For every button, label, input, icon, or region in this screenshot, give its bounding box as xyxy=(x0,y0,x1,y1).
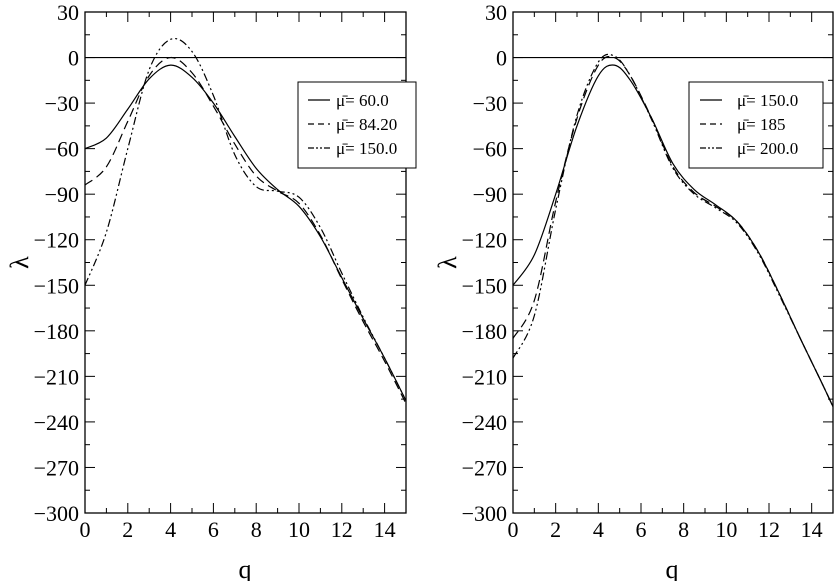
y-tick-label: −120 xyxy=(462,228,507,253)
y-tick-label: −150 xyxy=(462,273,507,298)
y-tick-label: −210 xyxy=(462,364,507,389)
y-axis-label: λ xyxy=(433,256,462,269)
y-tick-label: −30 xyxy=(473,91,507,116)
y-tick-label: −180 xyxy=(34,319,79,344)
x-axis-label: q xyxy=(239,555,252,581)
y-tick-label: −300 xyxy=(462,501,507,526)
x-tick-label: 10 xyxy=(715,517,737,542)
x-tick-label: 14 xyxy=(801,517,823,542)
legend-label: μ̄= 60.0 xyxy=(336,91,389,110)
x-tick-label: 10 xyxy=(288,517,310,542)
legend-label: μ̄= 150.0 xyxy=(336,139,397,158)
y-tick-label: 0 xyxy=(68,46,79,71)
x-tick-label: 0 xyxy=(508,517,519,542)
x-tick-label: 14 xyxy=(374,517,396,542)
series-line xyxy=(513,53,833,407)
chart-panel-2: 30 0 −30 −60 −90 −120 −150 −180 −210 −240 −270 −300… xyxy=(433,0,834,584)
x-tick-label: 8 xyxy=(251,517,262,542)
y-tick-label: −150 xyxy=(34,273,79,298)
legend-label: μ̄= 185 xyxy=(737,115,785,134)
legend-label: μ̄= 84.20 xyxy=(336,115,397,134)
y-tick-label: −240 xyxy=(462,410,507,435)
y-tick-label: −30 xyxy=(45,91,79,116)
x-tick-label: 4 xyxy=(593,517,604,542)
y-tick-label: −300 xyxy=(34,501,79,526)
series-line xyxy=(85,64,406,401)
x-tick-label: 12 xyxy=(331,517,353,542)
x-tick-label: 2 xyxy=(550,517,561,542)
y-tick-label: −270 xyxy=(462,455,507,480)
y-tick-label: 0 xyxy=(496,46,507,71)
series-line xyxy=(85,37,406,401)
x-tick-label: 4 xyxy=(165,517,176,542)
legend: μ̄= 60.0 μ̄= 84.20 μ̄= 150.0 xyxy=(297,81,417,169)
legend-box xyxy=(688,81,824,169)
x-tick-label: 6 xyxy=(208,517,219,542)
y-tick-label: 30 xyxy=(485,0,507,25)
legend: μ̄= 150.0 μ̄= 185 μ̄= 200.0 xyxy=(688,81,824,169)
x-tick-label: 6 xyxy=(636,517,647,542)
chart-panel-1: 30 0 −30 −60 −90 −120 −150 −180 −210 −240 −270 −300… xyxy=(5,0,417,584)
y-tick-label: −90 xyxy=(45,182,79,207)
x-axis-label: q xyxy=(666,555,679,581)
y-tick-label: −90 xyxy=(473,182,507,207)
y-tick-label: −210 xyxy=(34,364,79,389)
y-tick-label: −180 xyxy=(462,319,507,344)
legend-label: μ̄= 150.0 xyxy=(737,91,798,110)
x-tick-label: 0 xyxy=(80,517,91,542)
y-tick-label: −270 xyxy=(34,455,79,480)
x-tick-label: 12 xyxy=(758,517,780,542)
y-tick-label: −240 xyxy=(34,410,79,435)
y-tick-label: 30 xyxy=(57,0,79,25)
y-tick-label: −60 xyxy=(473,137,507,162)
legend-box xyxy=(297,81,417,169)
series-line xyxy=(513,55,833,407)
legend-label: μ̄= 200.0 xyxy=(737,139,798,158)
x-tick-label: 2 xyxy=(122,517,133,542)
x-tick-label: 8 xyxy=(678,517,689,542)
y-tick-label: −60 xyxy=(45,137,79,162)
y-axis-label: λ xyxy=(5,256,34,269)
y-tick-label: −120 xyxy=(34,228,79,253)
series-line xyxy=(85,56,406,404)
